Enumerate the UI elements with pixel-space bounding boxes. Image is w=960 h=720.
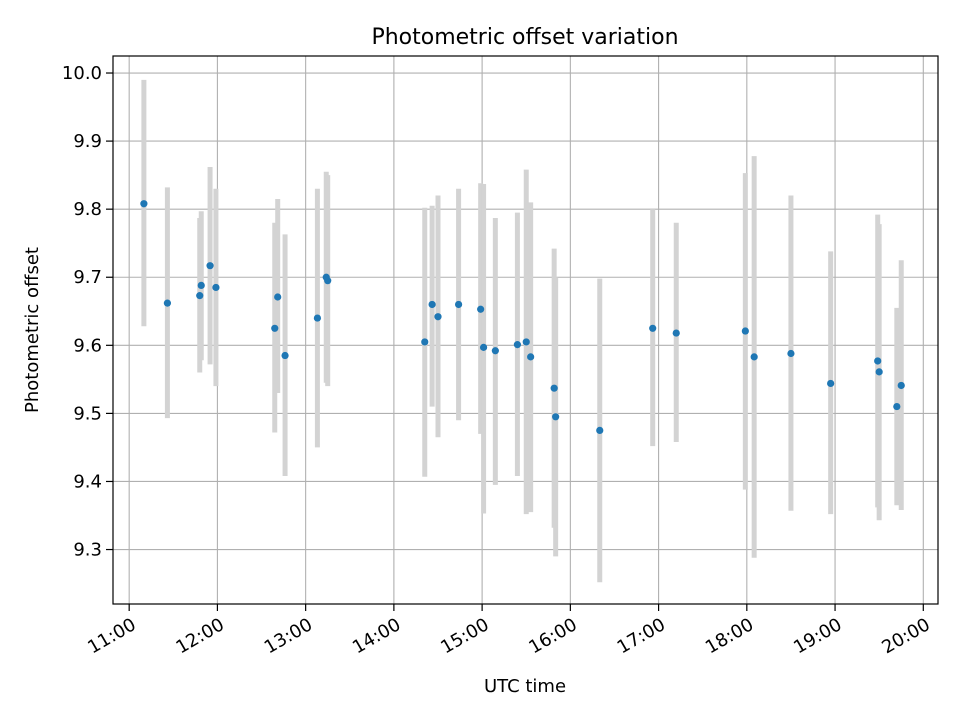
- data-point: [479, 343, 488, 351]
- data-point: [421, 338, 429, 346]
- data-point: [893, 402, 901, 411]
- data-point: [552, 413, 560, 421]
- y-tick-label: 9.5: [73, 403, 102, 424]
- data-point: [596, 426, 604, 435]
- data-point: [522, 338, 530, 346]
- data-point: [163, 299, 172, 307]
- x-axis-label: UTC time: [484, 676, 566, 697]
- data-point: [324, 277, 332, 285]
- y-tick-label: 9.9: [73, 131, 102, 152]
- data-point: [787, 349, 795, 358]
- data-point: [140, 200, 148, 208]
- data-point: [672, 329, 680, 337]
- y-tick-label: 9.6: [73, 335, 102, 356]
- data-point: [550, 384, 558, 392]
- plot-area-frame: [112, 55, 939, 605]
- data-point: [196, 292, 204, 300]
- data-point: [206, 262, 214, 270]
- data-point: [513, 341, 522, 349]
- data-point: [428, 300, 436, 309]
- data-point: [197, 281, 205, 290]
- y-tick-label: 9.8: [73, 199, 102, 220]
- data-point: [454, 300, 463, 309]
- data-point: [434, 313, 442, 321]
- data-point: [649, 324, 657, 332]
- y-axis-label: Photometric offset: [22, 247, 43, 413]
- data-point: [313, 314, 322, 322]
- data-point: [827, 379, 835, 388]
- data-point: [741, 327, 749, 335]
- data-point: [527, 353, 535, 361]
- data-points: [140, 200, 905, 435]
- data-point: [281, 351, 289, 360]
- data-point: [875, 368, 883, 376]
- data-point: [491, 347, 499, 355]
- y-tick-label: 9.4: [73, 471, 102, 492]
- chart-title: Photometric offset variation: [371, 25, 678, 50]
- data-point: [897, 381, 905, 390]
- data-point: [274, 293, 282, 301]
- data-point: [477, 305, 485, 313]
- y-tick-label: 10.0: [62, 63, 102, 84]
- data-point: [212, 283, 220, 292]
- data-point: [750, 353, 758, 361]
- data-point: [271, 324, 279, 332]
- data-point: [874, 357, 882, 365]
- y-tick-label: 9.7: [73, 267, 102, 288]
- y-tick-label: 9.3: [73, 540, 102, 561]
